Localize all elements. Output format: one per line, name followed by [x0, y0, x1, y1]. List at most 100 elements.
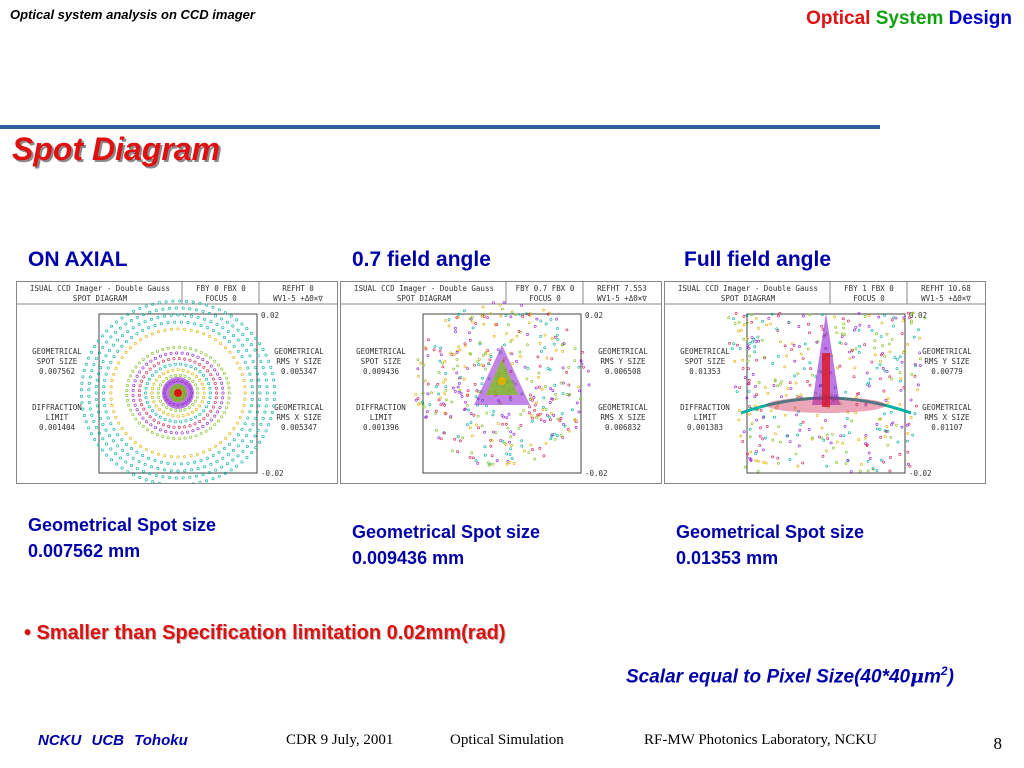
presentation-subtitle: Optical system analysis on CCD imager — [10, 7, 255, 22]
header-field: FBY 1 FBX 0 — [844, 284, 894, 293]
brand-word-design: Design — [948, 8, 1012, 29]
right-stat: GEOMETRICAL — [274, 403, 324, 412]
left-stat: 0.001404 — [39, 423, 76, 432]
scalar-unit: m — [924, 666, 941, 688]
scalar-note: Scalar equal to Pixel Size(40*40μm2) — [626, 664, 954, 688]
header-system-name: ISUAL CCD Imager - Double Gauss — [678, 284, 818, 293]
slide-title: Spot Diagram — [12, 131, 221, 167]
specification-bullet: • Smaller than Specification limitation … — [24, 622, 506, 644]
left-stat: DIFFRACTION — [32, 403, 82, 412]
scale-bottom-label: -0.02 — [261, 469, 284, 478]
spot-pattern — [727, 311, 927, 474]
right-stat: 0.00779 — [931, 367, 963, 376]
scalar-close: ) — [947, 666, 954, 688]
header-field: FBY 0 FBX 0 — [196, 284, 246, 293]
left-stat: 0.01353 — [689, 367, 721, 376]
caption-label: Geometrical Spot size — [676, 522, 865, 542]
mu-symbol: μ — [910, 665, 925, 688]
spot-pattern — [79, 299, 277, 483]
scale-bottom-label: -0.02 — [909, 469, 932, 478]
caption-label: Geometrical Spot size — [28, 515, 217, 535]
left-stat: LIMIT — [46, 413, 69, 422]
header-rule — [0, 125, 880, 129]
left-stat: 0.001396 — [363, 423, 400, 432]
left-stat: SPOT SIZE — [685, 357, 726, 366]
header-wavelengths: WV1-5 +ΔΘ×∇ — [597, 294, 647, 303]
spot-diagram-panel-full-field: ISUAL CCD Imager - Double Gauss SPOT DIAG… — [664, 281, 986, 484]
left-stat: DIFFRACTION — [356, 403, 406, 412]
brand-word-optical: Optical — [806, 8, 871, 29]
spot-diagram-panel-on-axial: ISUAL CCD Imager - Double Gauss SPOT DIAG… — [16, 281, 338, 484]
scale-box — [422, 313, 582, 474]
header-refht: REFHT 0 — [282, 284, 314, 293]
caption-07-field: Geometrical Spot size 0.009436 mm — [352, 519, 540, 571]
right-stat: RMS Y SIZE — [924, 357, 970, 366]
header-diagram-type: SPOT DIAGRAM — [73, 294, 128, 303]
left-stat: LIMIT — [370, 413, 393, 422]
header-focus: FOCUS 0 — [205, 294, 237, 303]
right-stat: GEOMETRICAL — [922, 347, 972, 356]
header-diagram-type: SPOT DIAGRAM — [397, 294, 452, 303]
right-stat: GEOMETRICAL — [598, 347, 648, 356]
left-stat: GEOMETRICAL — [680, 347, 730, 356]
scale-bottom-label: -0.02 — [585, 469, 608, 478]
right-stat: RMS Y SIZE — [276, 357, 322, 366]
right-stat: GEOMETRICAL — [598, 403, 648, 412]
left-stat: 0.009436 — [363, 367, 400, 376]
right-stat: 0.006508 — [605, 367, 642, 376]
spot-pattern — [414, 301, 591, 467]
header-refht: REFHT 10.68 — [921, 284, 971, 293]
header-focus: FOCUS 0 — [529, 294, 561, 303]
left-stat: DIFFRACTION — [680, 403, 730, 412]
header-diagram-type: SPOT DIAGRAM — [721, 294, 776, 303]
caption-value: 0.01353 mm — [676, 548, 779, 568]
left-stat: LIMIT — [694, 413, 717, 422]
left-stat: SPOT SIZE — [361, 357, 402, 366]
header-focus: FOCUS 0 — [853, 294, 885, 303]
brand-title: Optical System Design — [806, 8, 1012, 30]
caption-full-field: Geometrical Spot size 0.01353 mm — [676, 519, 864, 571]
left-stat: 0.007562 — [39, 367, 75, 376]
header-wavelengths: WV1-5 +ΔΘ×∇ — [273, 294, 323, 303]
scale-top-label: 0.02 — [909, 311, 927, 320]
right-stat: 0.006832 — [605, 423, 641, 432]
right-stat: RMS Y SIZE — [600, 357, 646, 366]
footer-simulation: Optical Simulation — [450, 732, 564, 748]
header-field: FBY 0.7 FBX 0 — [516, 284, 575, 293]
scalar-exponent: 2 — [940, 664, 948, 678]
caption-label: Geometrical Spot size — [352, 522, 541, 542]
right-stat: 0.005347 — [281, 367, 317, 376]
right-stat: RMS X SIZE — [276, 413, 322, 422]
header-system-name: ISUAL CCD Imager - Double Gauss — [354, 284, 494, 293]
panel-label-07-field: 0.7 field angle — [352, 248, 491, 271]
footer-institutions: NCKU UCB Tohoku — [38, 732, 188, 749]
panel-label-full-field: Full field angle — [684, 248, 832, 271]
footer-cdr-date: CDR 9 July, 2001 — [286, 732, 394, 748]
spot-diagram-panel-07-field: ISUAL CCD Imager - Double Gauss SPOT DIAG… — [340, 281, 662, 484]
caption-value: 0.009436 mm — [352, 548, 465, 568]
right-stat: GEOMETRICAL — [922, 403, 972, 412]
brand-word-system: System — [875, 8, 944, 29]
page-number: 8 — [993, 734, 1003, 753]
scale-top-label: 0.02 — [261, 311, 279, 320]
left-stat: GEOMETRICAL — [32, 347, 82, 356]
right-stat: GEOMETRICAL — [274, 347, 324, 356]
scalar-text: Scalar equal to Pixel Size(40*40 — [626, 666, 911, 688]
left-stat: SPOT SIZE — [37, 357, 78, 366]
left-stat: 0.001383 — [687, 423, 723, 432]
header-system-name: ISUAL CCD Imager - Double Gauss — [30, 284, 170, 293]
caption-on-axial: Geometrical Spot size 0.007562 mm — [28, 512, 216, 564]
right-stat: RMS X SIZE — [924, 413, 970, 422]
footer-lab: RF-MW Photonics Laboratory, NCKU — [644, 732, 877, 748]
header-refht: REFHT 7.553 — [597, 284, 647, 293]
right-stat: 0.01107 — [931, 423, 963, 432]
header-wavelengths: WV1-5 +ΔΘ×∇ — [921, 294, 971, 303]
right-stat: 0.005347 — [281, 423, 317, 432]
right-stat: RMS X SIZE — [600, 413, 646, 422]
left-stat: GEOMETRICAL — [356, 347, 406, 356]
caption-value: 0.007562 mm — [28, 541, 141, 561]
panel-label-on-axial: ON AXIAL — [28, 248, 128, 271]
